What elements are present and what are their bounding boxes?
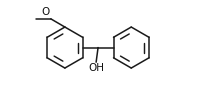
Text: OH: OH <box>88 63 104 73</box>
Text: O: O <box>41 8 49 18</box>
